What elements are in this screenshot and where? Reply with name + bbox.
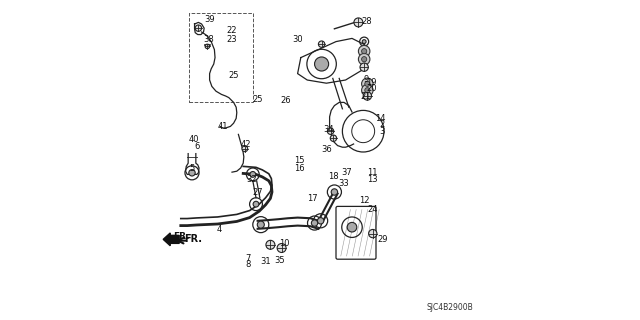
Text: 40: 40 <box>188 135 199 144</box>
Circle shape <box>362 57 367 62</box>
Text: 10: 10 <box>280 239 290 248</box>
Text: 4: 4 <box>216 225 222 234</box>
Circle shape <box>312 220 317 226</box>
Circle shape <box>358 53 370 65</box>
Text: 7: 7 <box>246 254 251 263</box>
Circle shape <box>189 170 195 176</box>
Circle shape <box>347 222 357 232</box>
Text: 31: 31 <box>260 257 271 266</box>
Text: FR.: FR. <box>173 232 190 241</box>
Text: SJC4B2900B: SJC4B2900B <box>427 303 474 312</box>
Text: FR.: FR. <box>184 234 202 244</box>
Text: 28: 28 <box>361 17 372 26</box>
Circle shape <box>315 57 329 71</box>
Circle shape <box>330 135 337 141</box>
Circle shape <box>362 78 373 90</box>
Text: 12: 12 <box>359 196 369 205</box>
Circle shape <box>277 244 286 252</box>
Circle shape <box>365 81 370 86</box>
Text: 33: 33 <box>339 179 349 188</box>
Text: 15: 15 <box>294 156 305 165</box>
Text: 26: 26 <box>280 96 291 105</box>
Text: 11: 11 <box>367 168 378 177</box>
Circle shape <box>354 18 363 27</box>
Circle shape <box>195 25 202 31</box>
Text: 25: 25 <box>252 95 263 104</box>
Text: 21: 21 <box>360 92 371 100</box>
Text: 39: 39 <box>204 15 215 24</box>
Text: 38: 38 <box>204 35 214 44</box>
Text: 24: 24 <box>367 205 378 214</box>
Circle shape <box>362 40 366 44</box>
Text: 16: 16 <box>294 164 305 173</box>
Circle shape <box>266 240 275 249</box>
Text: 20: 20 <box>366 84 376 93</box>
Circle shape <box>360 63 369 71</box>
Text: 32: 32 <box>246 175 257 184</box>
Circle shape <box>369 229 377 238</box>
Text: 35: 35 <box>275 256 285 265</box>
Text: 9: 9 <box>363 75 369 84</box>
Circle shape <box>328 128 334 134</box>
Text: 13: 13 <box>367 175 378 184</box>
Circle shape <box>205 44 210 49</box>
Text: 37: 37 <box>341 168 351 177</box>
Circle shape <box>317 218 324 224</box>
Circle shape <box>257 221 264 228</box>
Text: 41: 41 <box>218 122 228 131</box>
Circle shape <box>358 45 370 57</box>
Text: 27: 27 <box>252 188 262 197</box>
Text: 42: 42 <box>240 140 251 149</box>
Text: 30: 30 <box>292 35 303 44</box>
Text: 22: 22 <box>227 26 237 35</box>
Text: 3: 3 <box>380 127 385 136</box>
Bar <box>189 13 253 102</box>
Text: 36: 36 <box>322 145 332 154</box>
Circle shape <box>364 92 372 100</box>
Text: 14: 14 <box>376 114 386 123</box>
Circle shape <box>250 172 256 177</box>
Text: 25: 25 <box>228 71 239 80</box>
Text: 18: 18 <box>328 172 339 180</box>
Text: 8: 8 <box>246 260 251 269</box>
Text: 19: 19 <box>366 78 376 87</box>
Circle shape <box>332 189 338 195</box>
Circle shape <box>242 146 248 152</box>
Text: 2: 2 <box>380 120 385 129</box>
FancyArrow shape <box>163 233 179 246</box>
Circle shape <box>319 41 325 47</box>
Text: 34: 34 <box>324 125 334 134</box>
Text: 6: 6 <box>195 142 200 151</box>
Circle shape <box>362 84 373 96</box>
Text: 23: 23 <box>227 35 237 44</box>
Text: 5: 5 <box>189 164 195 172</box>
Text: 29: 29 <box>377 236 388 244</box>
Circle shape <box>365 88 370 93</box>
Circle shape <box>253 201 259 207</box>
Text: 17: 17 <box>307 194 318 203</box>
Circle shape <box>362 49 367 54</box>
